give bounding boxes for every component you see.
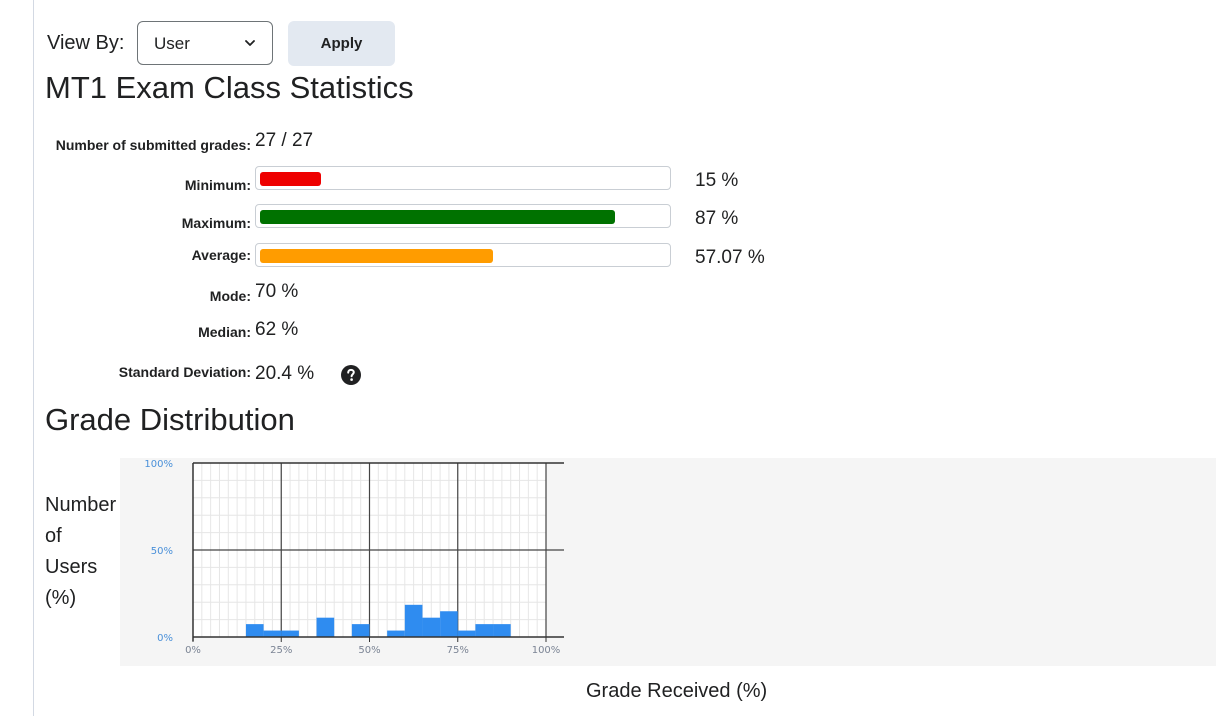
x-axis-label: Grade Received (%) <box>586 680 768 702</box>
histogram-bar <box>281 630 299 637</box>
minimum-label: Minimum: <box>184 177 251 193</box>
histogram-svg: 0% 25% 50% 75% 100% 0% 50% 100% <box>144 459 564 656</box>
y-tick-label: 100% <box>144 459 173 470</box>
mode-label: Mode: <box>209 288 251 304</box>
average-bar <box>255 243 671 267</box>
y-tick-label: 50% <box>151 546 173 557</box>
tick-labels: 0% 25% 50% 75% 100% 0% 50% 100% <box>144 459 560 656</box>
page-title: MT1 Exam Class Statistics <box>45 70 414 105</box>
major-gridlines <box>193 463 564 637</box>
histogram-bar <box>263 630 282 637</box>
y-tick-label: 0% <box>157 633 173 644</box>
median-label: Median: <box>198 324 251 340</box>
x-tick-label: 50% <box>358 645 380 656</box>
x-tick-label: 25% <box>270 645 292 656</box>
histogram-bar <box>387 630 405 637</box>
submitted-grades-label: Number of submitted grades: <box>55 137 251 153</box>
view-by-selected-value: User <box>154 34 190 53</box>
x-tick-label: 75% <box>447 645 469 656</box>
median-value: 62 % <box>255 319 299 340</box>
chart-axes <box>192 462 564 641</box>
x-tick-label: 100% <box>532 645 561 656</box>
histogram-bar <box>440 611 458 637</box>
grade-distribution-chart: 0% 25% 50% 75% 100% 0% 50% 100% <box>120 458 1216 666</box>
help-icon[interactable] <box>341 365 361 385</box>
histogram-bars <box>245 604 511 637</box>
histogram-bar <box>351 624 370 637</box>
histogram-bar <box>475 624 494 637</box>
standard-deviation-label: Standard Deviation: <box>118 364 251 380</box>
minimum-bar-fill <box>260 172 321 186</box>
minimum-value: 15 % <box>695 170 739 191</box>
average-bar-fill <box>260 249 493 263</box>
y-axis-label-line: Users <box>45 556 98 578</box>
maximum-label: Maximum: <box>181 215 251 231</box>
mode-value: 70 % <box>255 281 299 302</box>
view-by-label: View By: <box>47 32 125 54</box>
histogram-bar <box>404 604 423 637</box>
maximum-bar-fill <box>260 210 615 224</box>
submitted-grades-value: 27 / 27 <box>255 130 314 151</box>
average-value: 57.07 % <box>695 247 765 268</box>
x-tick-label: 0% <box>185 645 201 656</box>
y-axis-label-line: Number <box>45 494 117 516</box>
histogram-bar <box>245 624 264 637</box>
average-label: Average: <box>191 247 251 263</box>
left-divider <box>33 0 34 716</box>
standard-deviation-value: 20.4 % <box>255 363 315 384</box>
histogram-bar <box>316 617 335 637</box>
view-by-select[interactable]: User <box>137 21 273 65</box>
y-axis-label-line: (%) <box>45 587 77 609</box>
chevron-down-icon <box>245 40 255 46</box>
maximum-bar <box>255 204 671 228</box>
maximum-value: 87 % <box>695 208 739 229</box>
grade-distribution-heading: Grade Distribution <box>45 402 295 437</box>
y-axis-label-line: of <box>45 525 62 547</box>
histogram-bar <box>422 617 441 637</box>
histogram-bar <box>493 624 511 637</box>
histogram-bar <box>457 630 476 637</box>
y-axis-label: Number of Users (%) <box>45 490 116 614</box>
minimum-bar <box>255 166 671 190</box>
apply-button[interactable]: Apply <box>288 21 395 66</box>
